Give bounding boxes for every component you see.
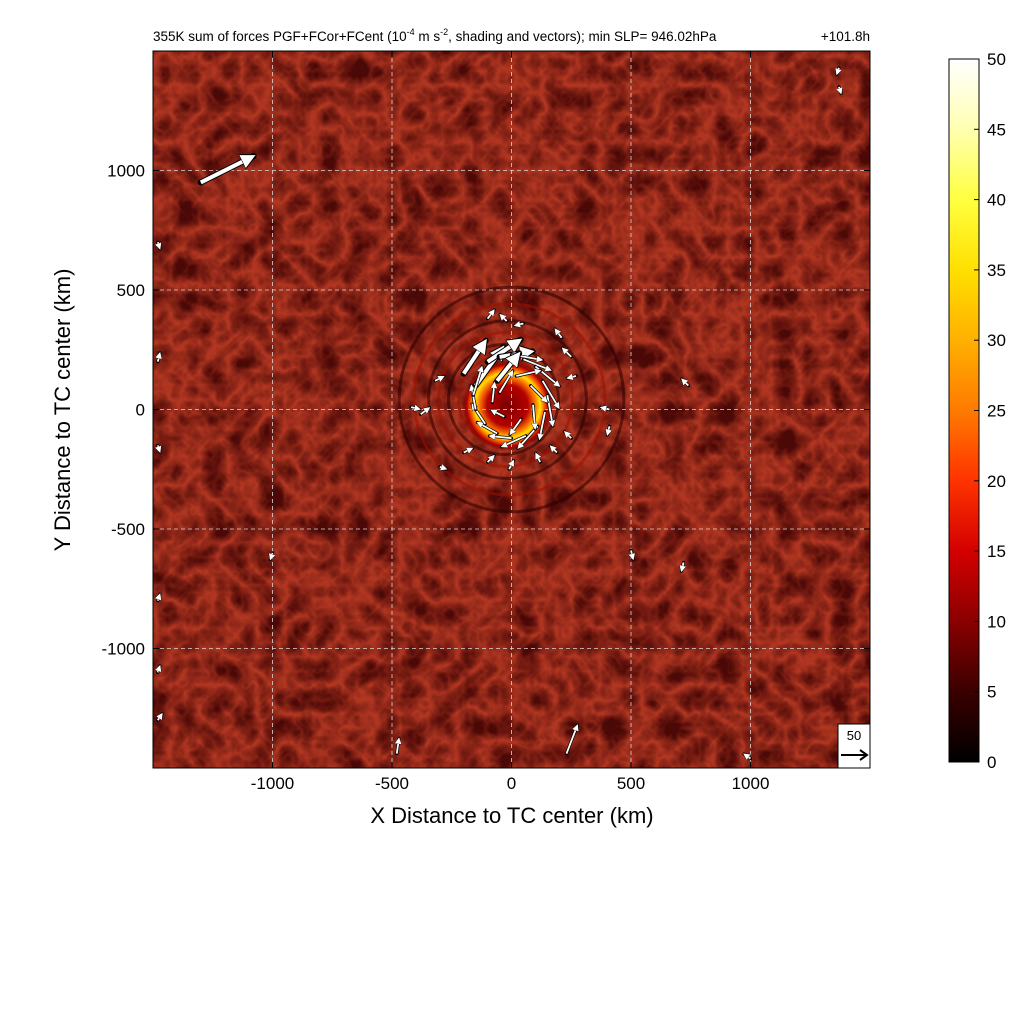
force-vector — [555, 329, 563, 339]
y-axis: -1000 -500 0 500 1000 — [102, 162, 870, 659]
force-vector — [529, 384, 548, 403]
force-vector — [539, 411, 546, 440]
x-axis: -1000 -500 0 500 1000 — [251, 51, 770, 793]
force-vector — [515, 323, 524, 325]
colorbar-ticks: 0 5 10 15 20 25 30 35 40 45 50 — [974, 50, 1006, 772]
force-vector — [463, 448, 473, 452]
colorbar-tick-label: 35 — [987, 261, 1006, 280]
wave-ring — [397, 285, 626, 514]
y-tick-label: 500 — [117, 281, 145, 300]
x-tick-label: 1000 — [732, 774, 770, 793]
chart-title: 355K sum of forces PGF+FCor+FCent (10-4 … — [153, 27, 717, 44]
colorbar-tick-label: 15 — [987, 542, 1006, 561]
y-tick-label: 1000 — [107, 162, 145, 181]
force-vector — [472, 367, 482, 396]
wave-rings — [397, 285, 626, 514]
force-vector — [567, 376, 577, 378]
force-vector — [500, 314, 508, 322]
force-vector — [744, 754, 751, 758]
force-vector — [199, 156, 254, 185]
force-vector — [270, 552, 272, 560]
force-vector — [486, 455, 495, 463]
force-vector — [607, 426, 609, 435]
colorbar-tick-label: 20 — [987, 472, 1006, 491]
force-vector — [439, 467, 447, 469]
y-tick-label: -1000 — [102, 640, 145, 659]
x-tick-label: 500 — [617, 774, 645, 793]
force-vector — [486, 340, 521, 364]
force-vector — [533, 404, 535, 429]
colorbar-tick-label: 5 — [987, 683, 996, 702]
force-vector — [601, 407, 610, 409]
force-vector — [486, 310, 495, 320]
force-vector — [495, 353, 519, 383]
x-axis-title: X Distance to TC center (km) — [370, 803, 653, 828]
wave-ring — [437, 331, 574, 468]
force-vector — [502, 434, 527, 447]
force-vector — [536, 453, 540, 463]
force-vector — [565, 725, 577, 754]
force-vector — [434, 376, 444, 380]
grid-lines — [153, 51, 870, 768]
colorbar-tick-label: 40 — [987, 191, 1006, 210]
force-vector — [158, 666, 160, 673]
force-vector — [158, 241, 160, 249]
force-vector — [498, 371, 513, 394]
force-vector — [565, 432, 572, 439]
force-vector — [471, 385, 477, 410]
force-vector — [839, 86, 841, 94]
force-vector — [492, 383, 494, 403]
x-tick-label: -1000 — [251, 774, 294, 793]
force-vector — [516, 371, 540, 377]
reference-vector: 50 — [837, 723, 871, 769]
wave-ring — [412, 302, 607, 497]
force-vector — [158, 594, 160, 601]
force-vectors — [158, 66, 841, 759]
force-vector — [509, 460, 513, 470]
y-tick-label: -500 — [111, 520, 145, 539]
colorbar: 0 5 10 15 20 25 30 35 40 45 50 — [948, 50, 1006, 772]
force-vector — [158, 445, 160, 452]
colorbar-tick-label: 45 — [987, 120, 1006, 139]
reference-vector-label: 50 — [847, 728, 861, 743]
force-vector — [477, 422, 498, 435]
force-vector — [397, 738, 399, 754]
x-tick-label: 0 — [507, 774, 516, 793]
y-axis-title: Y Distance to TC center (km) — [50, 269, 75, 552]
colorbar-tick-label: 50 — [987, 50, 1006, 69]
force-vector — [523, 358, 551, 370]
force-vector — [158, 714, 162, 721]
force-vector — [420, 408, 430, 415]
y-tick-label: 0 — [136, 401, 145, 420]
colorbar-tick-label: 10 — [987, 612, 1006, 631]
force-vector — [541, 380, 560, 409]
force-vector — [631, 550, 633, 560]
force-vector — [682, 379, 689, 387]
chart-time-label: +101.8h — [821, 29, 870, 44]
force-vector — [158, 353, 160, 362]
force-vector — [837, 67, 839, 75]
plot-area — [153, 51, 870, 768]
force-vector — [410, 407, 420, 409]
force-vector — [491, 410, 505, 418]
colorbar-tick-label: 25 — [987, 402, 1006, 421]
force-vector — [462, 341, 486, 375]
force-vector — [490, 436, 512, 438]
force-vector — [510, 418, 522, 434]
colorbar-tick-label: 30 — [987, 331, 1006, 350]
colorbar-tick-label: 0 — [987, 753, 996, 772]
force-vector — [550, 446, 558, 454]
force-vector — [681, 562, 683, 571]
x-tick-label: -500 — [375, 774, 409, 793]
force-vector — [562, 348, 572, 358]
